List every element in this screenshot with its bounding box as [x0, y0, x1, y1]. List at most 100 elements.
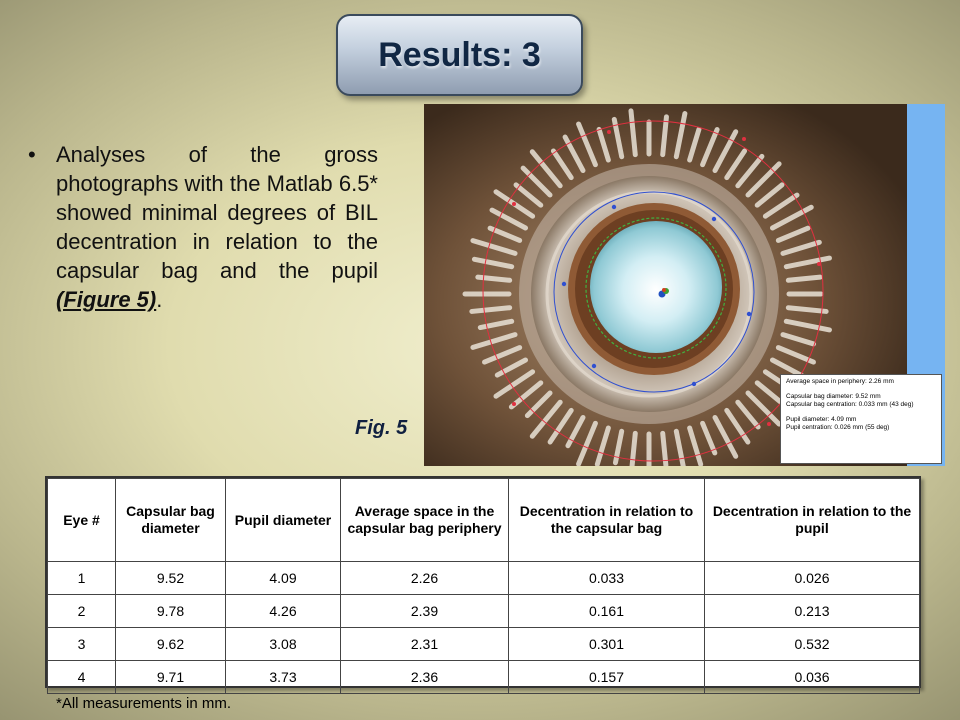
iris-ray: [785, 274, 823, 283]
header-decentration-capsular-bag: Decentration in relation to the capsular…: [508, 478, 705, 562]
iris-ray: [775, 225, 811, 243]
iris-ray: [562, 134, 586, 174]
iris-ray: [687, 425, 704, 466]
iris-ray: [576, 420, 598, 466]
iris-ray: [529, 399, 563, 439]
iris-ray: [547, 407, 574, 445]
header-decentration-pupil: Decentration in relation to the pupil: [704, 478, 920, 562]
table-row: 4 9.71 3.73 2.36 0.157 0.036: [47, 660, 920, 694]
figure-label: Fig. 5: [355, 417, 408, 439]
table-cell: 9.71: [115, 660, 226, 694]
table-cell: 4: [47, 660, 116, 694]
table-cell: 4.26: [225, 594, 341, 628]
title-box: Results: 3: [336, 14, 583, 96]
table-cell: 2.26: [340, 561, 509, 595]
table-cell: 2: [47, 594, 116, 628]
iris-ray: [660, 430, 669, 466]
figure-reference-link[interactable]: (Figure 5): [56, 287, 157, 312]
iris-ray: [594, 425, 611, 466]
iris-ray: [487, 225, 523, 243]
iris-ray: [576, 121, 598, 168]
table-cell: 3: [47, 627, 116, 661]
iris-ray: [529, 149, 563, 189]
iris-ray: [489, 207, 529, 231]
iris-ray: [745, 161, 782, 198]
iris-ray: [469, 305, 513, 314]
overlay-line-capsular-diameter: Capsular bag diameter: 9.52 mm: [786, 392, 881, 400]
iris-ray: [783, 318, 832, 333]
iris-ray: [470, 238, 518, 256]
overlay-line-pupil-centration: Pupil centration: 0.026 mm (55 deg): [786, 424, 890, 431]
table-cell: 0.213: [704, 594, 920, 628]
footnote: *All measurements in mm.: [56, 695, 232, 712]
iris-ray: [780, 332, 817, 347]
iris-ray: [673, 428, 686, 466]
iris-ray: [673, 111, 688, 160]
iris-ray: [712, 414, 739, 459]
header-pupil-diameter: Pupil diameter: [225, 478, 341, 562]
iris-ray: [508, 380, 544, 410]
table-cell: 0.033: [508, 561, 705, 595]
header-average-space: Average space in the capsular bag periph…: [340, 478, 509, 562]
header-capsular-bag-diameter: Capsular bag diameter: [115, 478, 226, 562]
iris-ray: [475, 274, 513, 283]
table-row: 3 9.62 3.08 2.31 0.301 0.532: [47, 627, 920, 661]
header-eye: Eye #: [47, 478, 116, 562]
table-cell: 3.08: [225, 627, 341, 661]
iris-ray: [762, 192, 800, 219]
iris-ray: [735, 399, 761, 430]
iris-ray: [470, 332, 518, 350]
iris-ray: [493, 369, 536, 399]
table-cell: 9.78: [115, 594, 226, 628]
table-cell: 1: [47, 561, 116, 595]
iris-ray: [783, 255, 832, 270]
table-row: 2 9.78 4.26 2.39 0.161 0.213: [47, 594, 920, 628]
bullet-point: • Analyses of the gross photographs with…: [28, 140, 378, 314]
measurement-overlay: Average space in periphery: 2.26 mm Caps…: [780, 374, 942, 464]
iris-ray: [700, 420, 718, 456]
iris-ray: [471, 256, 515, 270]
iris-ray: [780, 239, 822, 256]
results-table: Eye # Capsular bag diameter Pupil diamet…: [45, 476, 921, 694]
table-cell: 0.026: [704, 561, 920, 595]
table-header-row: Eye # Capsular bag diameter Pupil diamet…: [47, 478, 920, 562]
iris-ray: [596, 126, 611, 163]
table-cell: 9.62: [115, 627, 226, 661]
iris-ray: [494, 357, 529, 378]
table-cell: 0.532: [704, 627, 920, 661]
iris-ray: [687, 126, 702, 163]
table-cell: 0.301: [508, 627, 705, 661]
overlay-line-average-space: Average space in periphery: 2.26 mm: [786, 378, 894, 385]
iris-ray: [700, 127, 720, 168]
iris-ray: [550, 148, 574, 181]
iris-ray: [482, 345, 523, 365]
iris-ray: [565, 414, 586, 449]
table-cell: 3.73: [225, 660, 341, 694]
table-row: 1 9.52 4.09 2.26 0.033 0.026: [47, 561, 920, 595]
iris-ray: [513, 182, 544, 208]
table-cell: 0.161: [508, 594, 705, 628]
table-cell: 4.09: [225, 561, 341, 595]
table-cell: 2.36: [340, 660, 509, 694]
table-cell: 0.157: [508, 660, 705, 694]
bullet-icon: •: [28, 142, 36, 167]
iris-ray: [628, 108, 638, 158]
bullet-end: .: [156, 287, 163, 312]
iris-ray: [724, 148, 748, 181]
iris-ray: [745, 390, 782, 427]
iris-ray: [477, 318, 515, 331]
iris-ray: [775, 345, 816, 365]
overlay-line-capsular-centration: Capsular bag centration: 0.033 mm (43 de…: [786, 401, 914, 408]
table-cell: 2.31: [340, 627, 509, 661]
iris-ray: [629, 430, 638, 466]
table-cell: 2.39: [340, 594, 509, 628]
iris-ray: [754, 182, 785, 208]
iris-ray: [769, 204, 814, 231]
iris-ray: [785, 305, 829, 314]
iris-ray: [524, 390, 553, 419]
bullet-text: Analyses of the gross photographs with t…: [56, 140, 378, 314]
iris-ray: [735, 153, 765, 189]
table-cell: 0.036: [704, 660, 920, 694]
iris-ray: [724, 407, 751, 445]
iris-ray: [660, 114, 669, 158]
